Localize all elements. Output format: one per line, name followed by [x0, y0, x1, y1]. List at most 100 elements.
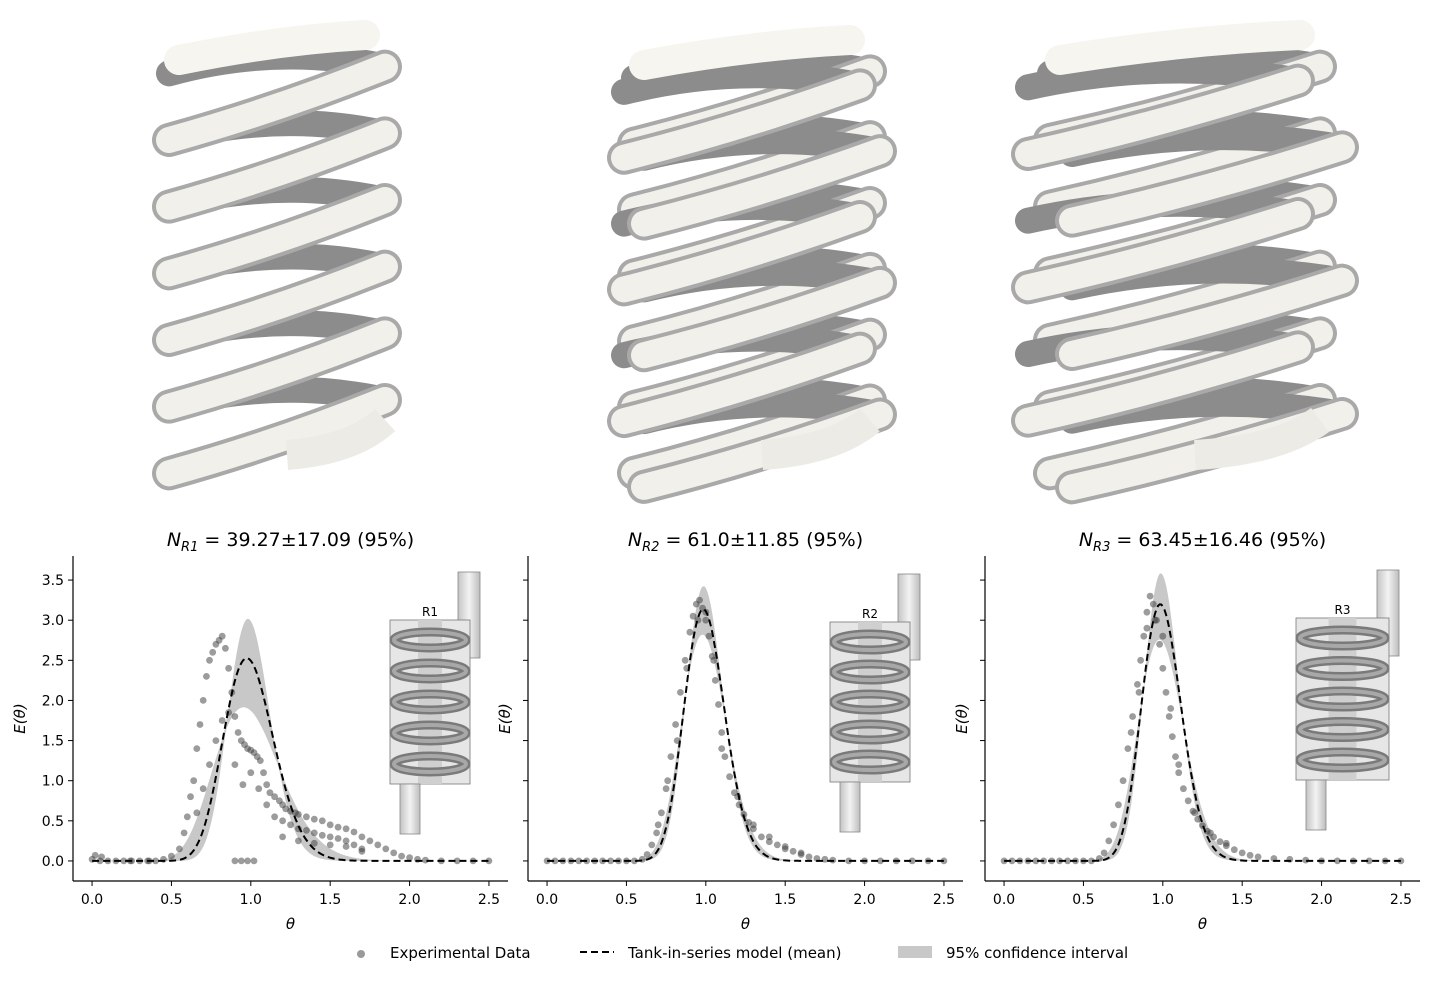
coil-inlet: [1045, 20, 1315, 75]
data-point: [180, 829, 188, 837]
y-tick-label: 3.0: [42, 613, 64, 629]
data-point: [326, 821, 334, 829]
data-point: [196, 721, 204, 728]
coil-outlet: [1194, 407, 1329, 470]
data-point: [715, 701, 722, 708]
inset-coil-highlight: [832, 632, 908, 652]
data-point: [702, 616, 710, 624]
inset-coil-highlight: [1298, 719, 1387, 740]
data-point: [1254, 853, 1262, 861]
data-point: [1143, 624, 1151, 632]
x-tick-label: 0.5: [615, 892, 637, 908]
chart-title-value: = 63.45±16.46 (95%): [1110, 529, 1326, 551]
coil-front-turn: [1015, 334, 1311, 434]
x-axis-label: θ: [286, 915, 295, 933]
data-point: [667, 753, 675, 760]
reactor-inset-1: R1: [389, 571, 481, 835]
inset-bottom-pipe: [399, 783, 421, 835]
data-point: [711, 677, 719, 684]
coil-front-turn: [156, 187, 398, 287]
inset-coil-highlight: [832, 692, 908, 712]
data-point: [199, 785, 207, 793]
coil-front-turn: [611, 335, 873, 435]
data-point: [206, 656, 213, 664]
data-point: [318, 817, 326, 825]
legend-label-ci: 95% confidence interval: [946, 944, 1128, 962]
x-tick-label: 1.0: [1152, 892, 1174, 908]
data-point: [710, 656, 718, 664]
coil-outlet: [760, 408, 880, 470]
data-point: [607, 857, 614, 865]
data-point: [193, 809, 201, 817]
coil-front-turn: [611, 204, 873, 303]
data-point: [1143, 608, 1151, 616]
data-point: [821, 855, 829, 863]
data-point: [1334, 857, 1341, 865]
data-point: [1175, 769, 1183, 777]
data-point: [247, 769, 255, 777]
data-point: [222, 644, 229, 652]
data-point: [231, 857, 239, 865]
data-point: [271, 793, 278, 801]
data-point: [1064, 857, 1071, 865]
data-point: [250, 857, 258, 865]
data-point: [1159, 664, 1167, 672]
data-point: [334, 835, 342, 842]
data-point: [750, 821, 757, 829]
x-tick-label: 2.5: [478, 892, 500, 908]
inset-coil-highlight: [392, 754, 468, 774]
data-point: [575, 857, 583, 865]
inset-coil-highlight: [1298, 689, 1387, 709]
chart-panel-2: NR2 = 61.0±11.85 (95%)0.0 0.5 1.0 1.5 2.0 2.5…: [496, 529, 963, 933]
data-point: [350, 841, 358, 849]
data-point: [1156, 640, 1163, 648]
x-axis-label: θ: [1198, 915, 1207, 933]
chart-title-value: = 61.0±11.85 (95%): [659, 529, 863, 551]
data-point: [643, 851, 651, 858]
data-point: [234, 729, 242, 736]
data-point: [718, 745, 726, 752]
data-point: [805, 853, 813, 861]
reactor-inset-3: R3: [1295, 569, 1400, 831]
data-point: [176, 845, 183, 853]
data-point: [694, 616, 702, 624]
chart-title-subscript: R1: [181, 540, 198, 555]
data-point: [98, 853, 105, 861]
data-point: [263, 801, 271, 809]
chart-title: NR2 = 61.0±11.85 (95%): [628, 529, 863, 555]
coil-front-turn: [1059, 134, 1355, 234]
data-point: [152, 857, 160, 865]
data-point: [654, 821, 662, 829]
data-point: [1180, 785, 1187, 793]
coil-outlet: [285, 408, 396, 470]
x-tick-label: 1.0: [695, 892, 717, 908]
chart-title: NR3 = 63.45±16.46 (95%): [1079, 529, 1326, 555]
x-tick-label: 2.5: [933, 892, 955, 908]
data-point: [1216, 838, 1224, 846]
data-point: [789, 847, 797, 855]
data-point: [358, 833, 366, 841]
data-point: [1115, 801, 1122, 809]
data-point: [1110, 821, 1117, 829]
inset-coil-highlight: [392, 692, 468, 712]
data-point: [1238, 849, 1246, 857]
data-point: [350, 828, 358, 836]
data-point: [1172, 753, 1179, 760]
y-tick-label: 3.5: [42, 573, 64, 589]
reactor-inset-2: R2: [829, 573, 921, 833]
data-point: [271, 813, 278, 821]
data-point: [1119, 777, 1127, 785]
x-tick-label: 1.5: [774, 892, 796, 908]
data-point: [1246, 851, 1254, 859]
data-point: [1207, 829, 1214, 837]
coil-front-turn: [611, 72, 873, 171]
data-point: [203, 673, 210, 680]
data-point: [1129, 713, 1136, 720]
data-point: [295, 811, 302, 818]
data-point: [398, 852, 405, 860]
data-point: [318, 831, 326, 839]
inset-coil-highlight: [832, 722, 908, 742]
data-point: [279, 833, 286, 841]
data-point: [689, 612, 697, 620]
data-point: [705, 632, 713, 640]
